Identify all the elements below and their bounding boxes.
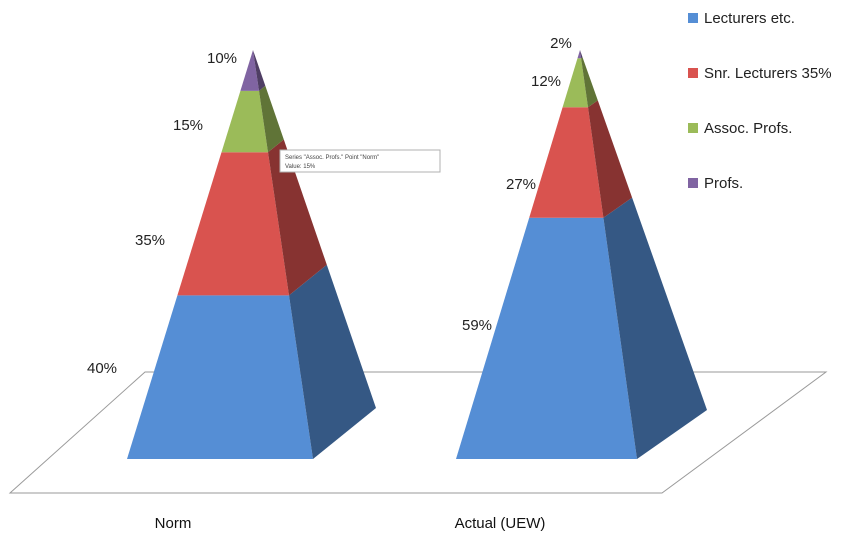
segment-front-actual-uew-profs — [577, 50, 582, 59]
segment-side-actual-uew-snr-lecturers-35 — [588, 100, 633, 218]
floor-plane — [8, 371, 828, 494]
segment-front-actual-uew-assoc-profs — [562, 58, 588, 108]
data-labels: 40% 35% 15% 10% 59% 27% 12% 2% — [87, 35, 572, 377]
data-label-actual-uew-lecturers-etc: 59% — [462, 317, 492, 334]
legend-label-snr-lecturers-35: Snr. Lecturers 35% — [704, 65, 832, 82]
legend-label-profs: Profs. — [704, 175, 743, 192]
data-label-actual-uew-snr-lecturers-35: 27% — [506, 176, 536, 193]
segment-side-actual-uew-profs — [580, 50, 583, 59]
segment-side-norm-assoc-profs — [259, 85, 284, 153]
data-label-actual-uew-profs: 2% — [550, 35, 572, 52]
segment-front-norm-lecturers-etc — [127, 295, 313, 459]
segment-side-norm-snr-lecturers-35 — [268, 139, 327, 296]
legend-swatch-snr-lecturers-35 — [688, 68, 698, 78]
tooltip-line1: Series "Assoc. Profs." Point "Norm" — [285, 155, 379, 161]
segment-front-norm-assoc-profs — [221, 90, 268, 153]
segment-front-actual-uew-lecturers-etc — [456, 217, 637, 459]
legend-label-lecturers-etc: Lecturers etc. — [704, 10, 795, 27]
legend-swatch-profs — [688, 178, 698, 188]
category-label-norm: Norm — [155, 515, 192, 532]
segment-side-actual-uew-assoc-profs — [581, 57, 598, 108]
category-label-actual: Actual (UEW) — [455, 515, 546, 532]
data-label-actual-uew-assoc-profs: 12% — [531, 73, 561, 90]
segment-side-norm-profs — [253, 50, 266, 91]
data-label-norm-snr-lecturers-35: 35% — [135, 232, 165, 249]
pyramids — [127, 50, 707, 459]
tooltip: Series "Assoc. Profs." Point "Norm" Valu… — [279, 149, 441, 173]
segment-side-norm-lecturers-etc — [289, 264, 376, 459]
segment-front-norm-profs — [240, 50, 259, 91]
legend-label-assoc-profs: Assoc. Profs. — [704, 120, 792, 137]
data-label-norm-profs: 10% — [207, 50, 237, 67]
segment-front-actual-uew-snr-lecturers-35 — [529, 107, 604, 218]
legend: Lecturers etc. Snr. Lecturers 35% Assoc. P… — [688, 10, 832, 192]
tooltip-line2: Value: 15% — [285, 164, 316, 170]
segment-side-actual-uew-lecturers-etc — [603, 197, 707, 459]
data-label-norm-lecturers-etc: 40% — [87, 360, 117, 377]
segment-front-norm-snr-lecturers-35 — [177, 152, 289, 296]
tooltip-box — [279, 149, 441, 173]
legend-swatch-assoc-profs — [688, 123, 698, 133]
data-label-norm-assoc-profs: 15% — [173, 117, 203, 134]
legend-swatch-lecturers-etc — [688, 13, 698, 23]
